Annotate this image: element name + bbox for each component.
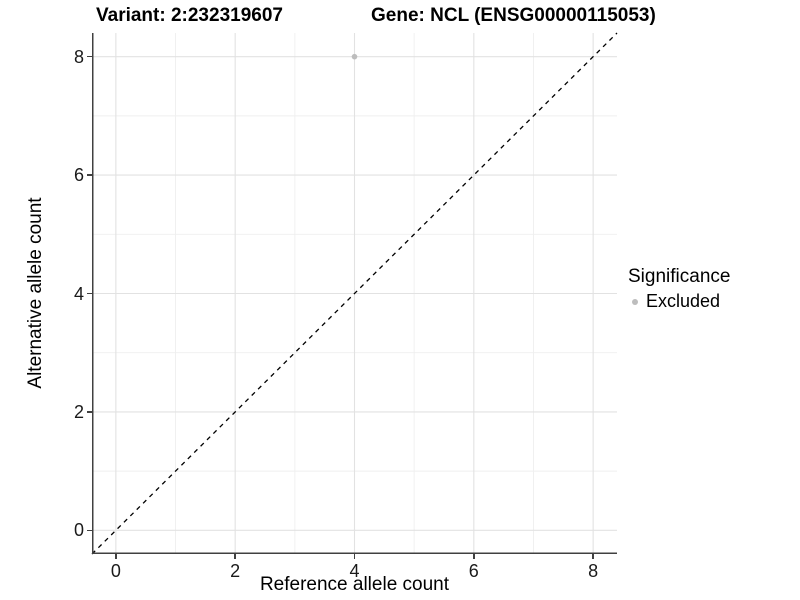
- plot-svg: [91, 32, 618, 555]
- variant-title: Variant: 2:232319607: [96, 5, 283, 26]
- x-tick-label: 4: [349, 561, 360, 581]
- x-axis-label: Reference allele count: [259, 574, 450, 595]
- y-tick-label: 2: [73, 401, 84, 422]
- legend-title: Significance: [628, 266, 731, 287]
- legend-entry: Excluded: [628, 291, 730, 312]
- x-tick-mark: [473, 554, 475, 559]
- x-tick-label: 6: [468, 561, 479, 581]
- y-tick-mark: [87, 411, 92, 413]
- x-tick-mark: [592, 554, 594, 559]
- y-tick-label: 0: [73, 520, 84, 541]
- x-tick-mark: [353, 554, 356, 559]
- x-tick-mark: [234, 554, 236, 559]
- x-tick-label: 8: [588, 561, 599, 581]
- y-tick-mark: [87, 174, 92, 176]
- legend: Significance Excluded: [628, 266, 730, 312]
- y-tick-label: 6: [73, 165, 84, 186]
- x-tick-label: 0: [110, 561, 121, 581]
- gene-title: Gene: NCL (ENSG00000115053): [371, 5, 656, 26]
- y-tick-mark: [87, 292, 92, 295]
- scatter-point: [351, 53, 358, 60]
- x-tick-mark: [115, 554, 117, 559]
- y-tick-label: 8: [73, 46, 84, 67]
- y-tick-mark: [87, 55, 92, 58]
- plot-panel: [91, 32, 618, 555]
- legend-point-icon: [632, 298, 638, 305]
- x-tick-label: 2: [230, 561, 241, 581]
- legend-entry-label: Excluded: [646, 291, 721, 311]
- y-tick-mark: [87, 529, 92, 532]
- identity-line: [91, 32, 618, 555]
- y-tick-label: 4: [73, 283, 84, 304]
